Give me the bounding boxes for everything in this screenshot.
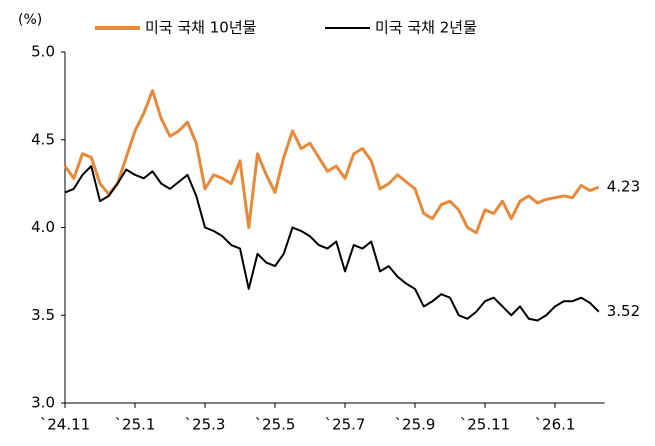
x-tick-label: `25.5: [255, 416, 296, 434]
y-unit-label: (%): [18, 12, 42, 28]
y-tick-label: 4.0: [31, 218, 55, 236]
y-tick-label: 4.5: [31, 130, 55, 148]
y-tick-label: 3.5: [31, 306, 55, 324]
x-tick-label: `24.11: [40, 416, 90, 434]
x-tick-label: `25.7: [325, 416, 366, 434]
x-tick-label: `25.1: [115, 416, 156, 434]
x-tick-label: `25.9: [395, 416, 436, 434]
end-value-label: 4.23: [607, 178, 640, 196]
legend-label: 미국 국채 2년물: [375, 19, 477, 37]
x-tick-label: `26.1: [535, 416, 576, 434]
y-tick-label: 5.0: [31, 43, 55, 61]
x-tick-label: `25.11: [460, 416, 510, 434]
line-series: [64, 165, 600, 322]
line-series: [63, 89, 600, 235]
y-tick-label: 3.0: [31, 394, 55, 412]
end-value-label: 3.52: [607, 302, 640, 320]
legend-label: 미국 국채 10년물: [145, 19, 256, 37]
x-tick-label: `25.3: [185, 416, 226, 434]
